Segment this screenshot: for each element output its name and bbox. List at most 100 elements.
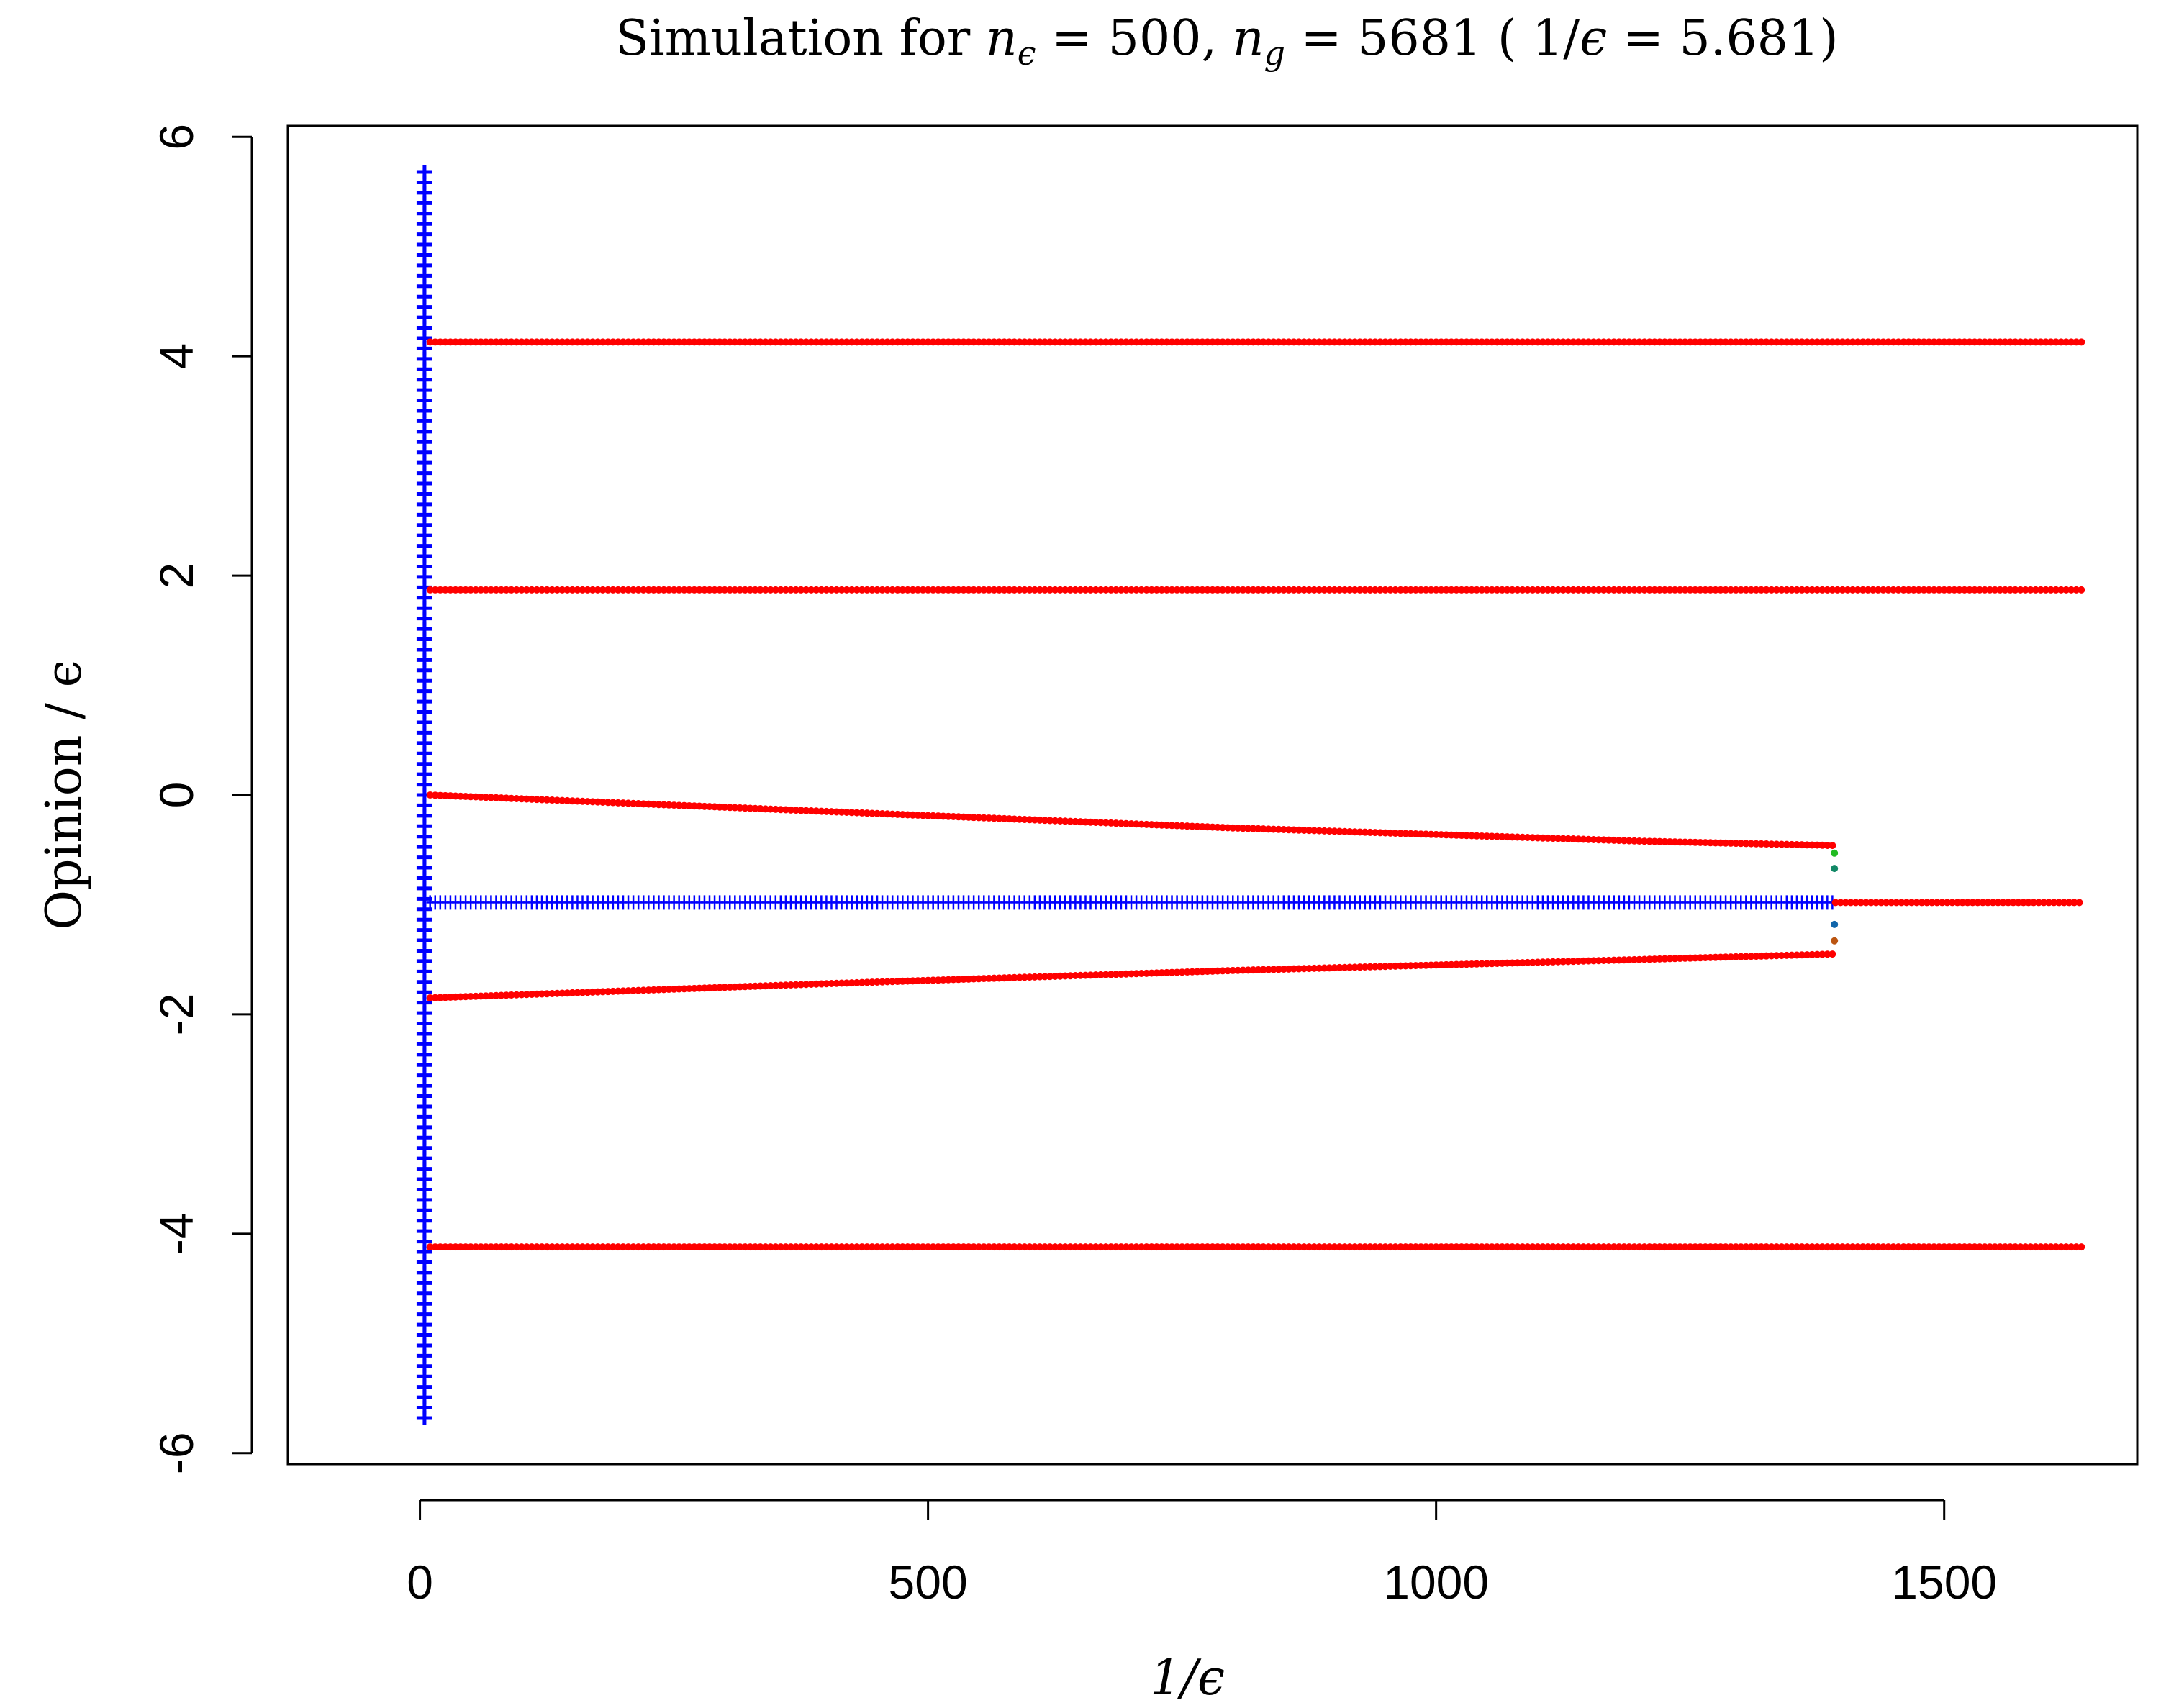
point	[1015, 338, 1023, 346]
point	[1549, 1243, 1557, 1251]
point	[695, 984, 703, 992]
point	[776, 1243, 784, 1251]
point	[2037, 338, 2044, 346]
point	[807, 807, 815, 814]
point	[2031, 338, 2039, 346]
point	[675, 1243, 683, 1251]
point	[919, 976, 927, 984]
point	[1554, 1243, 1562, 1251]
point	[1020, 816, 1028, 824]
point	[1361, 338, 1369, 346]
point	[1732, 338, 1740, 346]
point	[1198, 338, 1206, 346]
point	[1711, 586, 1719, 594]
point	[1117, 819, 1125, 827]
point	[711, 1243, 719, 1251]
point	[1376, 586, 1384, 594]
point	[1782, 338, 1790, 346]
point	[1590, 338, 1598, 346]
point	[1900, 338, 1908, 346]
point	[1867, 899, 1875, 907]
point	[1994, 899, 2002, 907]
point	[1656, 955, 1664, 963]
point	[766, 982, 774, 990]
point	[1742, 840, 1750, 848]
point	[1908, 899, 1916, 907]
point	[990, 586, 998, 594]
point	[1173, 968, 1181, 976]
plot-frame	[286, 124, 2139, 1466]
point	[1991, 338, 1999, 346]
point	[1198, 968, 1206, 976]
point	[879, 978, 887, 986]
point	[2055, 899, 2063, 907]
point	[1376, 829, 1384, 837]
point	[889, 978, 897, 986]
point	[1107, 971, 1115, 978]
point	[792, 338, 800, 346]
point	[568, 1243, 576, 1251]
point	[1341, 963, 1349, 971]
point	[1336, 1243, 1344, 1251]
point	[1468, 960, 1476, 968]
point	[980, 814, 988, 822]
point	[1361, 586, 1369, 594]
point	[1097, 819, 1105, 827]
point	[1097, 1243, 1105, 1251]
point	[457, 993, 465, 1001]
point	[1326, 964, 1333, 972]
point	[939, 812, 947, 820]
point	[1498, 338, 1506, 346]
point	[1544, 958, 1551, 966]
point	[670, 985, 678, 993]
point	[970, 814, 978, 822]
point	[1762, 840, 1770, 848]
point	[1808, 950, 1816, 958]
point	[1072, 972, 1079, 980]
point	[1518, 586, 1526, 594]
point	[716, 586, 724, 594]
point	[685, 1243, 693, 1251]
point	[1533, 338, 1541, 346]
point	[584, 586, 592, 594]
point	[2052, 586, 2060, 594]
point	[1885, 1243, 1893, 1251]
point	[1651, 837, 1659, 845]
point	[451, 1243, 459, 1251]
point	[1996, 1243, 2004, 1251]
point	[2011, 586, 2019, 594]
point	[995, 338, 1003, 346]
point	[954, 338, 962, 346]
point	[2052, 1243, 2060, 1251]
point	[630, 986, 638, 994]
point	[1986, 338, 1994, 346]
point	[553, 1243, 561, 1251]
point	[848, 979, 856, 987]
point	[1696, 338, 1704, 346]
point	[1274, 825, 1282, 833]
point	[1575, 338, 1582, 346]
point	[502, 794, 510, 802]
point	[1813, 586, 1821, 594]
point	[2057, 338, 2065, 346]
point	[1829, 586, 1836, 594]
point	[690, 984, 698, 992]
point	[1366, 1243, 1374, 1251]
point	[1641, 955, 1649, 963]
point	[736, 338, 744, 346]
point	[1259, 966, 1267, 973]
point	[1173, 1243, 1181, 1251]
point	[1518, 959, 1526, 967]
point	[584, 1243, 592, 1251]
point	[1636, 837, 1644, 845]
point	[736, 983, 744, 991]
point	[980, 975, 988, 983]
point	[1310, 964, 1318, 972]
point	[1143, 1243, 1151, 1251]
point	[1336, 338, 1344, 346]
point	[1269, 338, 1277, 346]
point	[2014, 899, 2022, 907]
point	[441, 338, 449, 346]
point	[1569, 586, 1577, 594]
point	[1183, 338, 1191, 346]
